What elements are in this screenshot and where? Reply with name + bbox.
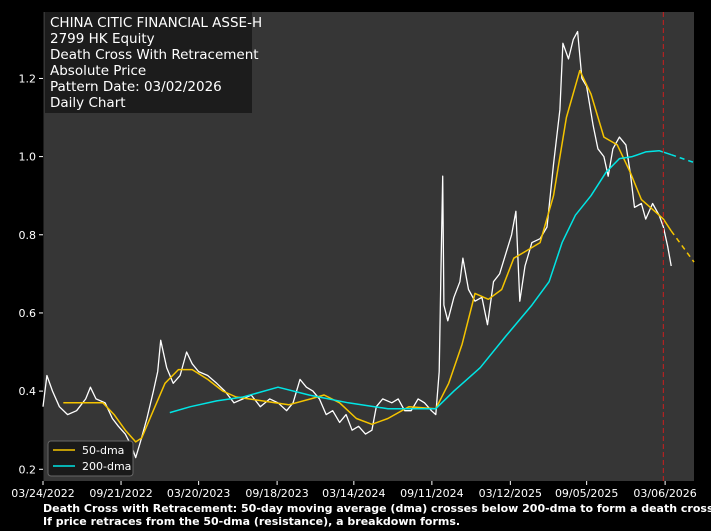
legend: 50-dma 200-dma	[47, 440, 134, 477]
x-tick-label: 09/21/2022	[89, 487, 152, 500]
title-line: Pattern Date: 03/02/2026	[50, 79, 222, 95]
x-tick-label: 03/06/2026	[633, 487, 696, 500]
x-tick-label: 09/18/2023	[245, 487, 308, 500]
y-tick-label: 0.8	[19, 229, 37, 242]
title-line: CHINA CITIC FINANCIAL ASSE-H	[50, 15, 262, 31]
legend-label-200dma: 200-dma	[82, 460, 131, 473]
y-axis: 0.2 0.4 0.6 0.8 1.0 1.2	[19, 12, 44, 481]
x-tick-label: 03/20/2023	[167, 487, 230, 500]
dma200-line	[169, 149, 672, 414]
price-line	[42, 30, 672, 459]
dma50-projection-line	[670, 230, 695, 263]
y-tick-label: 0.4	[19, 385, 37, 398]
y-tick-label: 1.0	[19, 151, 37, 164]
y-tick-label: 0.6	[19, 307, 37, 320]
caption-line: Death Cross with Retracement: 50-day mov…	[43, 502, 711, 515]
series-group	[42, 30, 695, 459]
title-line: Daily Chart	[50, 95, 126, 111]
x-tick-label: 09/11/2024	[400, 487, 463, 500]
x-axis: 03/24/2022 09/21/2022 03/20/2023 09/18/2023…	[11, 481, 697, 500]
legend-label-50dma: 50-dma	[82, 444, 124, 457]
x-tick-label: 09/05/2025	[555, 487, 618, 500]
y-tick-label: 0.2	[19, 463, 37, 476]
caption-line: If price retraces from the 50-dma (resis…	[43, 515, 460, 528]
x-tick-label: 03/24/2022	[11, 487, 74, 500]
title-line: 2799 HK Equity	[50, 31, 155, 47]
dma200-projection-line	[670, 153, 695, 164]
y-tick-label: 1.2	[19, 72, 37, 85]
x-tick-label: 03/14/2024	[322, 487, 385, 500]
x-tick-label: 03/12/2025	[479, 487, 542, 500]
title-line: Absolute Price	[50, 63, 146, 79]
title-line: Death Cross With Retracement	[50, 47, 259, 63]
dma50-line	[63, 69, 672, 443]
title-box: CHINA CITIC FINANCIAL ASSE-H 2799 HK Equ…	[45, 12, 262, 113]
